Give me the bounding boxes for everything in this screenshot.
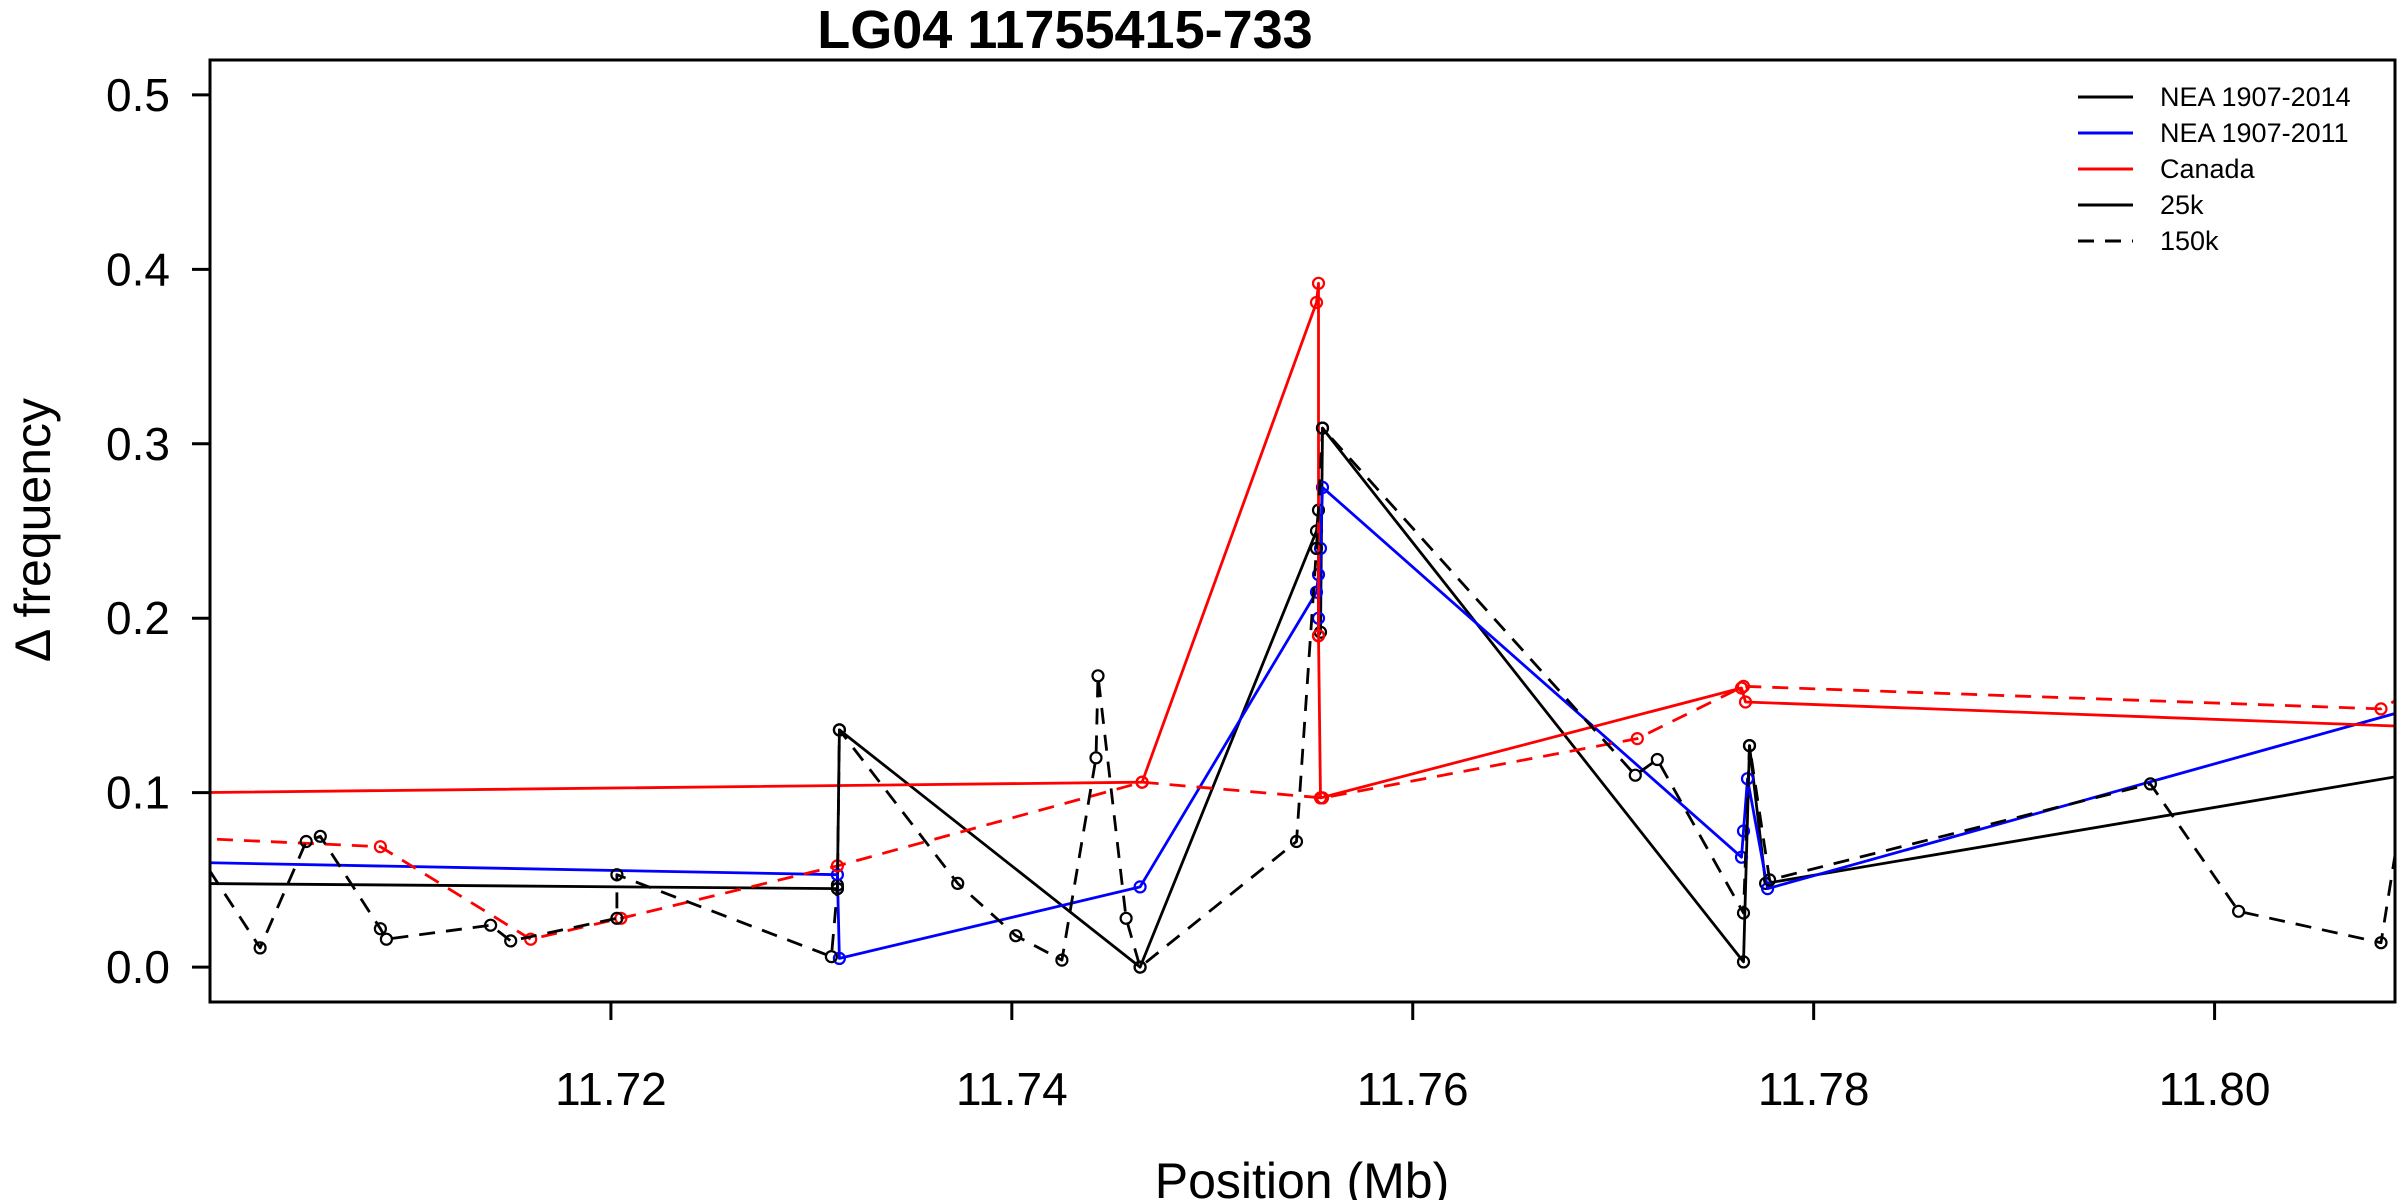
y-tick-label: 0.2 — [106, 592, 170, 644]
data-point — [373, 922, 387, 936]
data-point — [610, 868, 624, 882]
plot-frame — [208, 58, 2397, 1004]
y-tick-label: 0.0 — [106, 941, 170, 993]
data-point — [1055, 953, 1069, 967]
data-point — [1734, 681, 1749, 695]
data-point — [1650, 752, 1664, 767]
chart-title: LG04 11755415-733 — [817, 0, 1312, 60]
x-axis-label: Position (Mb) — [1155, 1153, 1450, 1200]
data-point — [313, 829, 327, 843]
data-point — [1311, 276, 1326, 290]
data-point — [1630, 731, 1644, 746]
data-point — [1009, 929, 1023, 943]
data-point — [484, 918, 498, 932]
data-point — [832, 951, 847, 966]
y-tick-label: 0.3 — [106, 418, 170, 470]
series-line — [210, 684, 2395, 941]
data-point — [1119, 911, 1133, 925]
data-point — [1091, 669, 1105, 683]
data-point — [1736, 824, 1751, 838]
data-point — [1736, 906, 1751, 920]
data-point — [299, 834, 313, 849]
data-point — [504, 934, 518, 948]
data-point — [1133, 880, 1147, 894]
series-group — [210, 276, 2395, 974]
data-point — [2143, 777, 2157, 791]
data-point — [1736, 679, 1751, 693]
data-point — [1736, 955, 1751, 969]
series-line — [210, 281, 2395, 800]
data-point — [2374, 936, 2388, 950]
data-point — [1742, 738, 1757, 753]
data-point — [2374, 702, 2388, 716]
data-point — [1309, 295, 1324, 310]
data-point — [830, 881, 845, 896]
x-tick-label: 11.80 — [2159, 1063, 2271, 1115]
data-point — [1315, 480, 1330, 494]
data-point — [1089, 751, 1103, 765]
x-tick-label: 11.74 — [956, 1063, 1068, 1115]
data-point — [1760, 881, 1775, 896]
data-point — [1762, 873, 1777, 887]
y-tick-label: 0.5 — [106, 69, 170, 121]
legend-label: NEA 1907-2011 — [2160, 118, 2349, 148]
y-axis-label: Δ frequency — [5, 398, 61, 662]
x-axis: 11.72 11.74 11.76 11.78 11.80 — [555, 1002, 2270, 1115]
data-point — [1309, 585, 1324, 599]
data-point — [1311, 629, 1326, 643]
data-point — [610, 911, 624, 925]
legend-label: 25k — [2160, 190, 2204, 220]
data-point — [1133, 960, 1147, 974]
series-line — [210, 426, 2395, 969]
data-point — [1309, 541, 1324, 556]
y-tick-label: 0.4 — [106, 243, 170, 295]
data-point — [1315, 791, 1330, 805]
data-point — [1315, 421, 1330, 435]
data-point — [1734, 850, 1749, 864]
data-point — [1313, 541, 1328, 556]
x-tick-label: 11.78 — [1758, 1063, 1870, 1115]
data-point — [1738, 695, 1753, 709]
series-line — [210, 426, 2395, 969]
series-line — [210, 485, 2395, 960]
y-axis: 0.0 0.1 0.2 0.3 0.4 0.5 — [106, 69, 210, 993]
legend-label: NEA 1907-2014 — [2160, 82, 2351, 112]
x-tick-label: 11.72 — [555, 1063, 667, 1115]
data-point — [373, 840, 387, 854]
data-point — [832, 723, 847, 737]
data-point — [824, 949, 839, 964]
legend-label: Canada — [2160, 154, 2256, 184]
data-point — [253, 941, 267, 955]
data-point — [379, 932, 393, 946]
data-point — [1628, 768, 1642, 782]
data-point — [951, 876, 965, 891]
legend: NEA 1907-2014 NEA 1907-2011 Canada 25k 150k — [2078, 82, 2351, 256]
x-tick-label: 11.76 — [1357, 1063, 1469, 1115]
y-tick-label: 0.1 — [106, 767, 170, 819]
legend-label: 150k — [2160, 226, 2219, 256]
data-point — [1135, 775, 1149, 789]
data-point — [2232, 904, 2246, 918]
data-point — [1289, 834, 1304, 849]
